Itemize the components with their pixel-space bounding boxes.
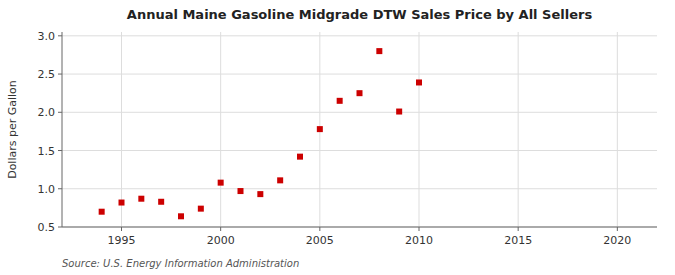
x-tick [419, 227, 420, 231]
y-grid-line [62, 227, 657, 228]
y-tick [58, 227, 62, 228]
point [376, 48, 382, 54]
point [317, 126, 323, 132]
y-tick-label: 1.0 [38, 183, 56, 196]
x-grid-line [121, 32, 122, 227]
y-tick [58, 188, 62, 189]
source-annotation: Source: U.S. Energy Information Administ… [62, 258, 299, 269]
grid [62, 32, 657, 227]
y-tick [58, 35, 62, 36]
point [138, 196, 144, 202]
axes: 1995 2000 2005 2010 2015 2020 0.5 1.0 1.5 2.0 2.5 3… [38, 30, 658, 247]
point [158, 199, 164, 205]
point [99, 209, 105, 215]
y-tick [58, 74, 62, 75]
y-tick-label: 1.5 [38, 145, 56, 158]
y-grid-line [62, 112, 657, 113]
point [277, 177, 283, 183]
point [198, 206, 204, 212]
title: Annual Maine Gasoline Midgrade DTW Sales… [127, 7, 593, 22]
y-axis-label: Dollars per Gallon [6, 80, 19, 179]
y-tick-label: 0.5 [38, 221, 56, 234]
y-tick-label: 2.0 [38, 106, 56, 119]
x-grid-line [419, 32, 420, 227]
x-tick [319, 227, 320, 231]
point [297, 154, 303, 160]
point [396, 109, 402, 115]
point [119, 200, 125, 206]
y-tick [58, 112, 62, 113]
x-grid-line [518, 32, 519, 227]
chart-container: 1995 2000 2005 2010 2015 2020 0.5 1.0 1.5 2.0 2.5 3… [0, 0, 675, 275]
x-tick-label: 2020 [603, 234, 631, 247]
point [257, 191, 263, 197]
point [337, 98, 343, 104]
points [99, 48, 422, 219]
x-axis-line [62, 227, 657, 228]
x-tick [617, 227, 618, 231]
x-grid-line [617, 32, 618, 227]
y-tick [58, 150, 62, 151]
chart: 1995 2000 2005 2010 2015 2020 0.5 1.0 1.5 2.0 2.5 3… [0, 0, 675, 275]
point [238, 188, 244, 194]
x-tick [220, 227, 221, 231]
x-tick-label: 2000 [207, 234, 235, 247]
x-grid-line [220, 32, 221, 227]
x-tick [121, 227, 122, 231]
point [416, 79, 422, 85]
x-tick-label: 2010 [405, 234, 433, 247]
y-grid-line [62, 150, 657, 151]
y-tick-label: 3.0 [38, 30, 56, 43]
y-tick-label: 2.5 [38, 68, 56, 81]
point [178, 213, 184, 219]
y-grid-line [62, 188, 657, 189]
x-tick-label: 2015 [504, 234, 532, 247]
y-axis-line [62, 32, 63, 227]
y-grid-line [62, 35, 657, 36]
y-grid-line [62, 74, 657, 75]
x-tick-label: 2005 [306, 234, 334, 247]
x-tick [518, 227, 519, 231]
x-tick-label: 1995 [108, 234, 136, 247]
point [218, 180, 224, 186]
point [357, 90, 363, 96]
